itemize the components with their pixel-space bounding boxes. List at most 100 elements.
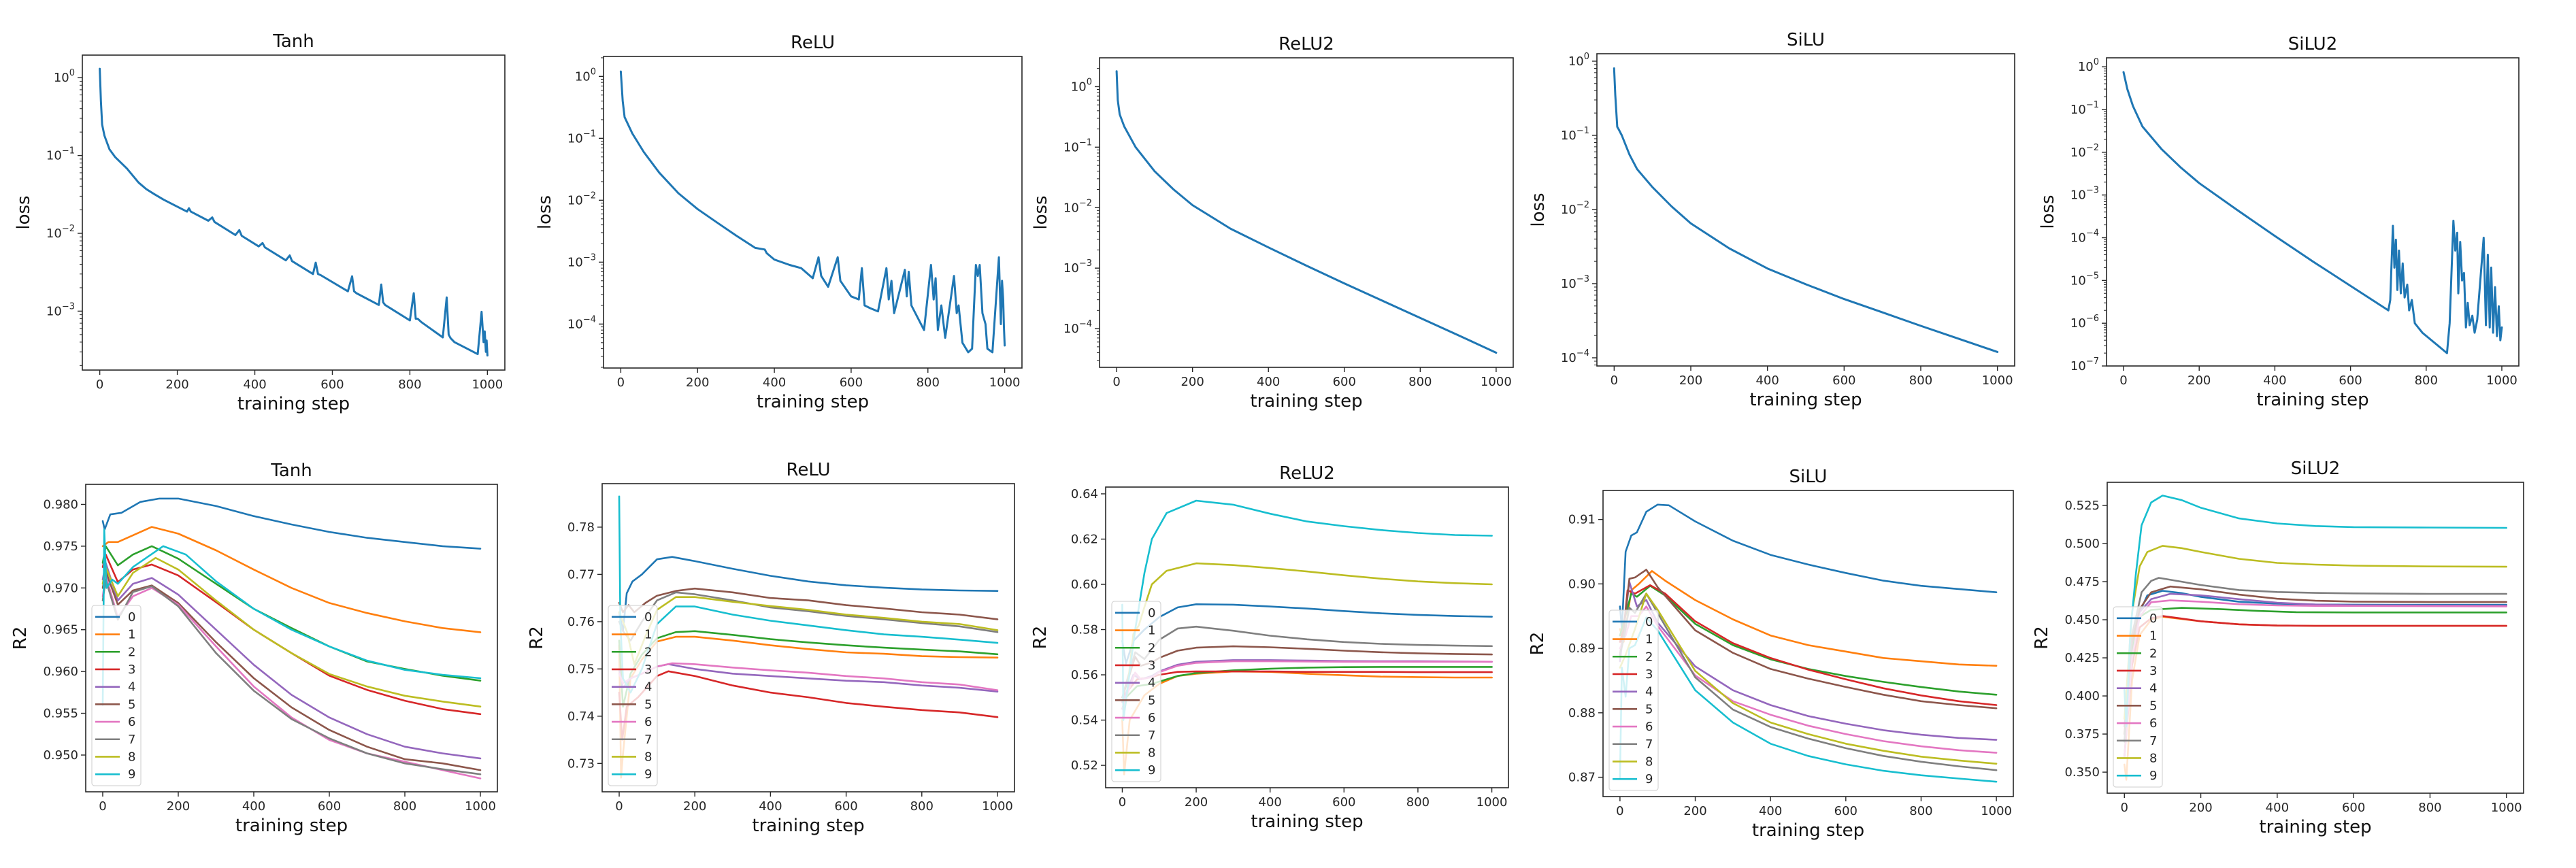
y-tick-label: 0.62 [1071, 532, 1098, 546]
y-tick-label: 10−1 [46, 146, 75, 163]
y-tick-label: 10−1 [1063, 137, 1092, 154]
legend-label-6: 6 [2149, 716, 2157, 731]
y-tick-label: 0.450 [2064, 613, 2100, 627]
axes-frame [1099, 57, 1514, 368]
series-line-8 [1121, 562, 1493, 721]
x-tick-label: 400 [1759, 804, 1782, 818]
y-tick-label: 10−1 [1561, 126, 1589, 143]
series-line-4 [2124, 592, 2507, 728]
y-tick-label: 100 [1568, 52, 1589, 69]
legend-label-2: 2 [128, 645, 135, 659]
legend-label-8: 8 [1148, 746, 1155, 760]
legend-label-2: 2 [644, 645, 652, 659]
legend-label-7: 7 [128, 733, 135, 747]
series-line-0 [101, 497, 482, 550]
x-tick-label: 1000 [982, 799, 1013, 814]
y-tick-label: 0.87 [1568, 771, 1596, 785]
legend-label-5: 5 [2149, 699, 2157, 713]
series-line-6 [2124, 599, 2507, 758]
y-tick-label: 0.76 [567, 615, 595, 629]
y-axis-label: R2 [2032, 626, 2052, 650]
legend-label-3: 3 [644, 663, 652, 677]
y-tick-label: 0.73 [567, 756, 595, 771]
series-line-3 [2124, 615, 2507, 758]
y-tick-label: 10−4 [1063, 319, 1092, 336]
series-line-0 [618, 556, 999, 633]
y-tick-label: 10−4 [567, 314, 596, 331]
legend-box [91, 605, 142, 786]
series-line-loss [99, 67, 489, 356]
y-tick-label: 10−1 [2070, 100, 2099, 117]
plot-area [101, 497, 482, 780]
series-line-0 [1121, 603, 1493, 665]
legend-box [608, 605, 658, 786]
x-tick-label: 0 [1611, 373, 1618, 388]
x-axis-label: training step [235, 816, 348, 836]
x-tick-label: 600 [834, 799, 857, 814]
legend-label-4: 4 [1148, 676, 1155, 690]
series-line-4 [618, 663, 999, 692]
axes-frame [1596, 53, 2015, 367]
x-tick-label: 400 [1257, 375, 1280, 389]
legend-label-8: 8 [128, 750, 135, 764]
y-tick-label: 0.960 [43, 665, 78, 679]
series-line-9 [1121, 499, 1493, 721]
legend-label-4: 4 [2149, 682, 2157, 696]
legend-label-7: 7 [644, 733, 652, 747]
x-tick-label: 1000 [989, 375, 1021, 390]
y-tick-label: 10−3 [567, 252, 596, 269]
y-tick-label: 10−5 [2070, 271, 2099, 288]
x-tick-label: 800 [1408, 375, 1432, 389]
x-axis-label: training step [752, 816, 864, 836]
y-axis-label: loss [535, 195, 555, 229]
subplot-title: SiLU [1787, 30, 1825, 50]
x-axis-label: training step [237, 394, 350, 414]
axes-frame [85, 484, 498, 792]
x-tick-label: 0 [2121, 801, 2128, 815]
series-line-2 [2124, 607, 2507, 758]
y-tick-label: 10−2 [46, 224, 75, 241]
y-tick-label: 0.350 [2064, 765, 2100, 780]
legend-box [2113, 606, 2163, 788]
x-tick-label: 200 [683, 799, 706, 814]
y-tick-label: 10−7 [2070, 356, 2099, 373]
subplot-loss-silu2: 0 200 400 600 800 1000 100 10−1 10−2 10−3 10−4 10−5… [2038, 34, 2520, 410]
x-tick-label: 0 [99, 799, 106, 814]
series-line-1 [618, 635, 999, 779]
x-tick-label: 400 [763, 375, 786, 390]
y-axis-label: loss [1031, 195, 1051, 229]
series-line-4 [101, 562, 482, 760]
y-tick-label: 10−6 [2070, 314, 2099, 331]
plot-area [1121, 499, 1493, 775]
legend-label-8: 8 [644, 750, 652, 764]
x-axis-label: training step [2256, 390, 2368, 410]
legend-label-7: 7 [1645, 737, 1653, 752]
series-line-1 [101, 526, 482, 633]
y-tick-label: 100 [54, 68, 75, 85]
y-tick-label: 10−2 [567, 190, 596, 207]
y-tick-label: 0.74 [567, 710, 595, 724]
legend: 0 1 2 3 4 5 6 7 8 9 [1111, 601, 1161, 782]
x-tick-label: 800 [917, 375, 940, 390]
x-tick-label: 0 [1119, 795, 1126, 809]
legend-label-5: 5 [1148, 693, 1155, 707]
y-axis-label: loss [1528, 193, 1549, 227]
subplot-title: Tanh [270, 461, 312, 481]
subplot-r2-silu2: 0 200 400 600 800 1000 0.350 0.375 0.400 0.425 0.4… [2032, 458, 2524, 837]
y-tick-label: 10−2 [1561, 200, 1589, 217]
x-tick-label: 200 [1679, 373, 1702, 388]
x-tick-label: 0 [1616, 804, 1623, 818]
y-tick-label: 0.91 [1568, 513, 1596, 527]
y-tick-label: 10−3 [1063, 258, 1092, 276]
y-tick-label: 0.64 [1071, 487, 1098, 501]
legend-label-1: 1 [128, 628, 135, 642]
legend-label-6: 6 [1148, 711, 1155, 725]
subplot-title: ReLU2 [1278, 34, 1334, 54]
plot-area [1613, 67, 1999, 353]
series-line-0 [1619, 503, 1998, 630]
legend-label-5: 5 [644, 697, 652, 712]
x-tick-label: 600 [318, 799, 341, 814]
y-tick-label: 0.88 [1568, 706, 1596, 720]
x-tick-label: 600 [320, 378, 344, 392]
legend-label-3: 3 [128, 663, 135, 677]
